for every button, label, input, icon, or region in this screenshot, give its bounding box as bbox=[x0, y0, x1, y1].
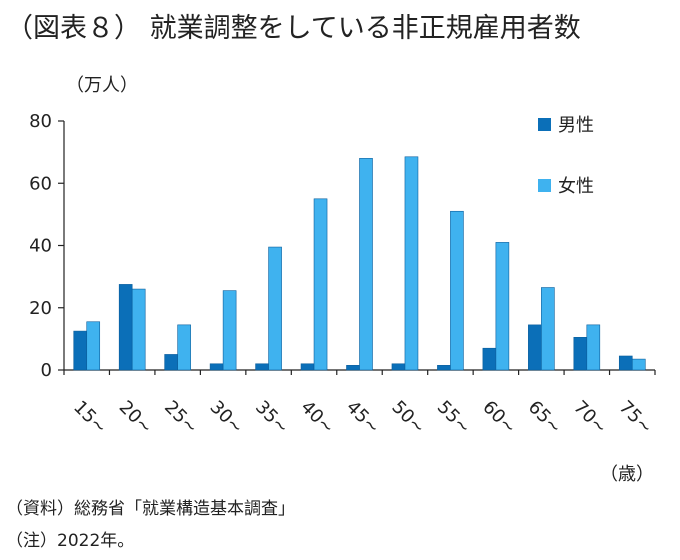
x-tick-label: 15~ bbox=[69, 397, 111, 439]
x-tick-label: 25~ bbox=[160, 397, 202, 439]
x-axis-unit-label: （歳） bbox=[600, 464, 654, 485]
bar-female bbox=[359, 158, 373, 371]
legend-label-male: 男性 bbox=[558, 115, 594, 136]
legend-label-female: 女性 bbox=[558, 176, 594, 197]
bar-male bbox=[300, 363, 315, 371]
x-tick-label: 75~ bbox=[615, 397, 657, 439]
bar-male bbox=[346, 365, 360, 371]
source-note: （資料）総務省「就業構造基本調査」 bbox=[6, 499, 295, 519]
x-tick-label: 50~ bbox=[387, 397, 429, 439]
bar-male bbox=[118, 284, 133, 371]
x-axis-tick-labels: 15~ 20~ 25~ 30~ 35~ 40~ 45~ 50~ 55~ 60~ 65~ 70~ 75~ bbox=[63, 370, 657, 439]
x-tick-label: 30~ bbox=[206, 397, 248, 439]
bar-male bbox=[618, 355, 633, 371]
bar-male bbox=[437, 365, 451, 371]
y-tick-label: 60 bbox=[29, 173, 52, 194]
legend-swatch-female bbox=[538, 179, 551, 192]
x-tick-label: 40~ bbox=[297, 397, 339, 439]
bar-male bbox=[573, 337, 588, 371]
legend-swatch-male bbox=[538, 118, 551, 131]
bar-female bbox=[313, 198, 328, 371]
bar-female bbox=[495, 242, 510, 371]
chart-title: （図表８） 就業調整をしている非正規雇用者数 bbox=[6, 13, 581, 44]
x-tick-label: 60~ bbox=[478, 397, 520, 439]
bar-chart: （万人） 0 20 40 60 80 15~ 20~ 25~ 30~ 35~ 40~ 45~ 50~ 5… bbox=[29, 75, 657, 485]
bar-female bbox=[268, 246, 282, 371]
bar-female bbox=[131, 288, 146, 371]
bar-female bbox=[86, 321, 101, 371]
bar-male bbox=[209, 363, 224, 371]
bar-male bbox=[255, 363, 269, 371]
x-tick-label: 45~ bbox=[342, 397, 384, 439]
y-tick-label: 0 bbox=[41, 360, 52, 381]
bar-female bbox=[586, 324, 601, 371]
bar-female bbox=[404, 156, 419, 371]
bar-male bbox=[391, 363, 406, 371]
x-tick-label: 20~ bbox=[115, 397, 157, 439]
bar-female bbox=[631, 358, 646, 371]
bar-male bbox=[73, 330, 88, 371]
bar-male bbox=[482, 347, 497, 371]
bar-female bbox=[177, 324, 191, 371]
x-tick-label: 55~ bbox=[433, 397, 475, 439]
bar-group bbox=[73, 156, 646, 371]
x-tick-label: 65~ bbox=[524, 397, 566, 439]
bar-female bbox=[450, 210, 464, 371]
y-tick-label: 80 bbox=[29, 111, 52, 132]
bar-male bbox=[528, 324, 542, 371]
y-tick-label: 40 bbox=[29, 236, 52, 257]
footnote: （注）2022年。 bbox=[6, 531, 135, 551]
x-tick-label: 35~ bbox=[251, 397, 293, 439]
y-tick-label: 20 bbox=[29, 298, 52, 319]
y-axis-unit-label: （万人） bbox=[66, 75, 138, 96]
x-tick-label: 70~ bbox=[569, 397, 611, 439]
bar-male bbox=[164, 354, 178, 371]
bar-female bbox=[541, 287, 555, 371]
bar-female bbox=[222, 290, 237, 371]
